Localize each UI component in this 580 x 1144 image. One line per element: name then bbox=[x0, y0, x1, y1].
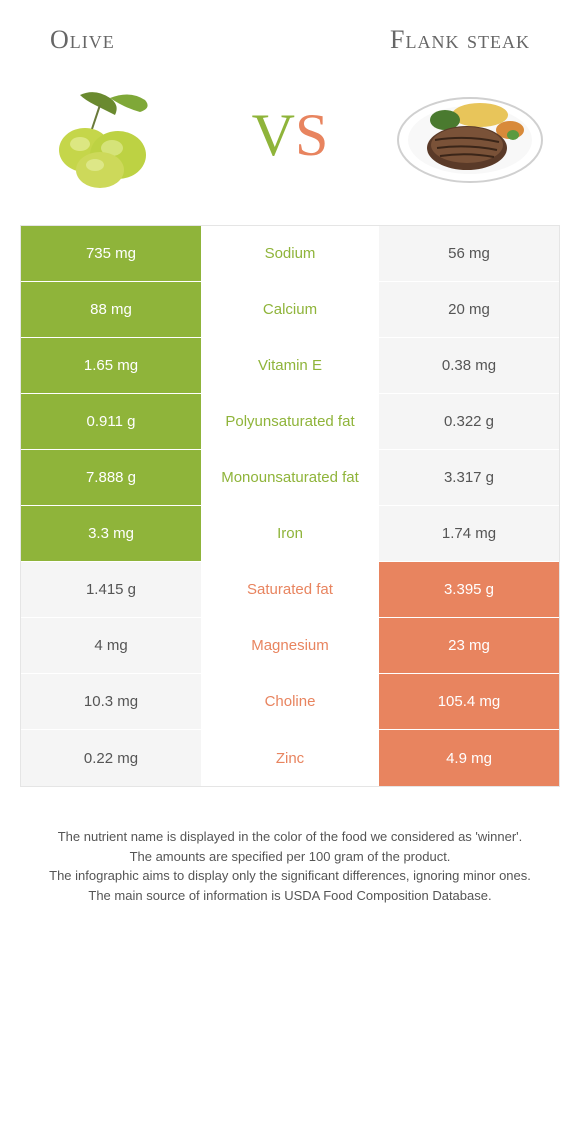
value-right: 1.74 mg bbox=[379, 506, 559, 561]
value-left: 3.3 mg bbox=[21, 506, 201, 561]
vs-label: VS bbox=[252, 101, 329, 170]
value-left: 0.22 mg bbox=[21, 730, 201, 786]
nutrient-name: Magnesium bbox=[201, 618, 379, 673]
value-left: 735 mg bbox=[21, 226, 201, 281]
value-left: 1.415 g bbox=[21, 562, 201, 617]
value-right: 23 mg bbox=[379, 618, 559, 673]
value-right: 0.322 g bbox=[379, 394, 559, 449]
table-row: 10.3 mgCholine105.4 mg bbox=[21, 674, 559, 730]
value-right: 20 mg bbox=[379, 282, 559, 337]
table-row: 3.3 mgIron1.74 mg bbox=[21, 506, 559, 562]
nutrient-name: Saturated fat bbox=[201, 562, 379, 617]
value-right: 105.4 mg bbox=[379, 674, 559, 729]
value-left: 1.65 mg bbox=[21, 338, 201, 393]
table-row: 88 mgCalcium20 mg bbox=[21, 282, 559, 338]
value-right: 3.395 g bbox=[379, 562, 559, 617]
footer-line: The main source of information is USDA F… bbox=[30, 886, 550, 906]
table-row: 735 mgSodium56 mg bbox=[21, 226, 559, 282]
value-left: 10.3 mg bbox=[21, 674, 201, 729]
footer-line: The infographic aims to display only the… bbox=[30, 866, 550, 886]
footer-line: The amounts are specified per 100 gram o… bbox=[30, 847, 550, 867]
nutrient-name: Sodium bbox=[201, 226, 379, 281]
table-row: 1.415 gSaturated fat3.395 g bbox=[21, 562, 559, 618]
value-left: 0.911 g bbox=[21, 394, 201, 449]
table-row: 4 mgMagnesium23 mg bbox=[21, 618, 559, 674]
value-left: 88 mg bbox=[21, 282, 201, 337]
vs-v: V bbox=[252, 102, 295, 168]
images-row: VS bbox=[0, 65, 580, 225]
nutrient-name: Choline bbox=[201, 674, 379, 729]
table-row: 0.22 mgZinc4.9 mg bbox=[21, 730, 559, 786]
value-right: 0.38 mg bbox=[379, 338, 559, 393]
table-row: 7.888 gMonounsaturated fat3.317 g bbox=[21, 450, 559, 506]
footer: The nutrient name is displayed in the co… bbox=[0, 817, 580, 945]
nutrient-name: Monounsaturated fat bbox=[201, 450, 379, 505]
steak-image bbox=[390, 75, 550, 195]
value-right: 56 mg bbox=[379, 226, 559, 281]
table-row: 0.911 gPolyunsaturated fat0.322 g bbox=[21, 394, 559, 450]
nutrient-name: Vitamin E bbox=[201, 338, 379, 393]
table-row: 1.65 mgVitamin E0.38 mg bbox=[21, 338, 559, 394]
value-right: 3.317 g bbox=[379, 450, 559, 505]
nutrient-name: Zinc bbox=[201, 730, 379, 786]
vs-s: S bbox=[295, 102, 328, 168]
value-left: 4 mg bbox=[21, 618, 201, 673]
olive-image bbox=[30, 75, 190, 195]
header: Olive Flank steak bbox=[0, 0, 580, 65]
nutrient-name: Polyunsaturated fat bbox=[201, 394, 379, 449]
nutrient-name: Calcium bbox=[201, 282, 379, 337]
nutrient-name: Iron bbox=[201, 506, 379, 561]
value-left: 7.888 g bbox=[21, 450, 201, 505]
title-right: Flank steak bbox=[390, 25, 530, 55]
value-right: 4.9 mg bbox=[379, 730, 559, 786]
title-left: Olive bbox=[50, 25, 115, 55]
footer-line: The nutrient name is displayed in the co… bbox=[30, 827, 550, 847]
nutrient-table: 735 mgSodium56 mg88 mgCalcium20 mg1.65 m… bbox=[20, 225, 560, 787]
